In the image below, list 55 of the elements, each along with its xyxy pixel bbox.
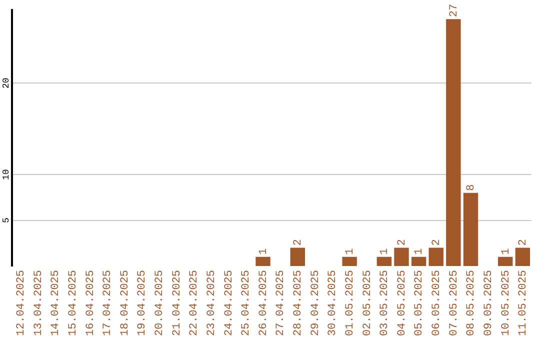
x-tick-label: 23.04.2025 (206, 270, 218, 336)
x-tick-label: 13.04.2025 (32, 270, 45, 336)
x-tick-label: 25.04.2025 (240, 270, 253, 336)
data-label: 1 (414, 248, 426, 255)
bar (428, 248, 444, 266)
x-tick-label: 07.05.2025 (448, 270, 460, 336)
bar (411, 256, 426, 266)
x-tick-label: 06.05.2025 (431, 270, 444, 336)
bar (515, 248, 530, 266)
data-label: 1 (258, 248, 270, 255)
x-tick-label: 03.05.2025 (379, 270, 392, 336)
x-tick-label: 02.05.2025 (362, 270, 374, 336)
x-tick-label: 28.04.2025 (292, 270, 305, 336)
x-tick-label: 30.04.2025 (327, 270, 340, 336)
y-tick-label: 10 (1, 169, 12, 180)
x-tick-label: 12.04.2025 (16, 270, 28, 336)
data-label: 2 (396, 239, 408, 246)
data-label: 2 (431, 239, 444, 246)
x-tick-label: 17.04.2025 (102, 270, 114, 336)
x-tick-label: 10.05.2025 (500, 270, 512, 336)
x-tick-label: 24.04.2025 (223, 270, 236, 336)
data-label: 1 (500, 248, 512, 255)
bar (498, 256, 513, 266)
data-label: 1 (379, 248, 392, 255)
x-tick-label: 04.05.2025 (396, 270, 408, 336)
x-tick-label: 08.05.2025 (466, 270, 478, 336)
x-tick-label: 16.04.2025 (84, 270, 97, 336)
data-label: 1 (344, 248, 356, 255)
bar (256, 256, 270, 266)
bar (463, 192, 478, 266)
x-tick-label: 20.04.2025 (154, 270, 166, 336)
data-label: 8 (466, 184, 478, 191)
x-tick-label: 11.05.2025 (518, 270, 530, 336)
data-label: 27 (448, 4, 460, 18)
bar (290, 248, 305, 266)
bar (394, 248, 409, 266)
data-label: 2 (518, 239, 530, 246)
data-label: 2 (292, 239, 305, 246)
x-tick-label: 26.04.2025 (258, 270, 270, 336)
y-tick-label: 20 (1, 78, 12, 89)
x-tick-label: 18.04.2025 (119, 270, 132, 336)
x-tick-label: 14.04.2025 (50, 270, 62, 336)
x-tick-label: 27.04.2025 (275, 270, 288, 336)
x-tick-label: 22.04.2025 (188, 270, 201, 336)
bar (342, 256, 357, 266)
x-tick-label: 19.04.2025 (136, 270, 149, 336)
bar (376, 256, 392, 266)
x-tick-label: 15.04.2025 (67, 270, 80, 336)
x-tick-label: 21.04.2025 (171, 270, 184, 336)
x-tick-label: 29.04.2025 (310, 270, 322, 336)
x-tick-label: 01.05.2025 (344, 270, 356, 336)
x-tick-label: 05.05.2025 (414, 270, 426, 336)
x-tick-label: 09.05.2025 (482, 270, 495, 336)
y-tick-label: 5 (1, 218, 12, 223)
bar (446, 19, 461, 266)
